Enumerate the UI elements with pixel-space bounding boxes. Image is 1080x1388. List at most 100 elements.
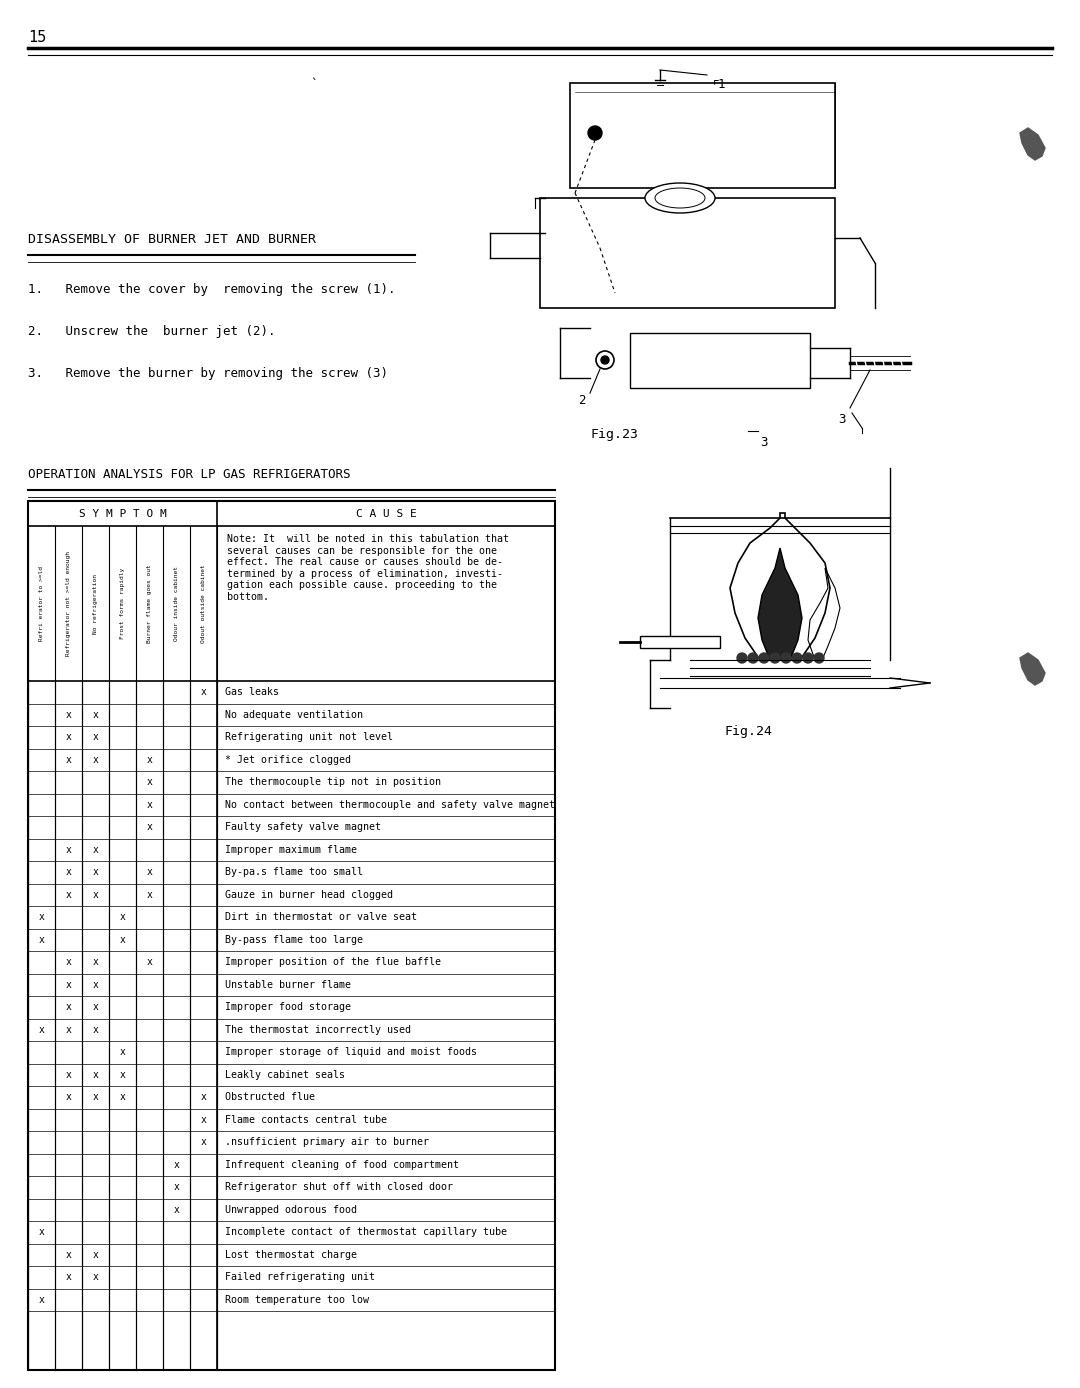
Text: x: x <box>39 1024 44 1034</box>
Text: x: x <box>93 868 98 877</box>
Text: x: x <box>201 1137 206 1148</box>
Ellipse shape <box>645 183 715 212</box>
Text: x: x <box>93 845 98 855</box>
Text: 3.   Remove the burner by removing the screw (3): 3. Remove the burner by removing the scr… <box>28 366 388 380</box>
Text: x: x <box>66 733 71 743</box>
Text: Note: It  will be noted in this tabulation that
several causes can be responsibl: Note: It will be noted in this tabulatio… <box>227 534 509 602</box>
Text: x: x <box>120 934 125 945</box>
Text: x: x <box>93 755 98 765</box>
Text: Room temperature too low: Room temperature too low <box>225 1295 369 1305</box>
Text: x: x <box>66 755 71 765</box>
Text: x: x <box>66 1002 71 1012</box>
Text: x: x <box>39 934 44 945</box>
Text: No adequate ventilation: No adequate ventilation <box>225 709 363 720</box>
Text: x: x <box>66 845 71 855</box>
Text: x: x <box>147 868 152 877</box>
Text: x: x <box>66 980 71 990</box>
Text: x: x <box>174 1183 179 1192</box>
Circle shape <box>600 355 609 364</box>
Circle shape <box>804 652 813 663</box>
Text: Dirt in thermostat or valve seat: Dirt in thermostat or valve seat <box>225 912 417 922</box>
Text: x: x <box>66 1092 71 1102</box>
Text: `: ` <box>310 78 318 92</box>
Text: The thermocouple tip not in position: The thermocouple tip not in position <box>225 777 441 787</box>
Text: x: x <box>66 1273 71 1283</box>
Polygon shape <box>1020 652 1045 686</box>
Text: Improper storage of liquid and moist foods: Improper storage of liquid and moist foo… <box>225 1048 477 1058</box>
Text: x: x <box>93 1070 98 1080</box>
Text: x: x <box>93 733 98 743</box>
Circle shape <box>770 652 780 663</box>
Text: x: x <box>66 1070 71 1080</box>
Text: x: x <box>66 958 71 967</box>
Text: 1: 1 <box>718 78 726 92</box>
Text: DISASSEMBLY OF BURNER JET AND BURNER: DISASSEMBLY OF BURNER JET AND BURNER <box>28 233 316 246</box>
Text: Obstructed flue: Obstructed flue <box>225 1092 315 1102</box>
Text: x: x <box>147 958 152 967</box>
Text: x: x <box>201 1115 206 1124</box>
Text: x: x <box>120 1070 125 1080</box>
Text: Fig.24: Fig.24 <box>725 725 773 738</box>
Circle shape <box>781 652 791 663</box>
Text: By-pa.s flame too small: By-pa.s flame too small <box>225 868 363 877</box>
Text: OPERATION ANALYSIS FOR LP GAS REFRIGERATORS: OPERATION ANALYSIS FOR LP GAS REFRIGERAT… <box>28 468 351 482</box>
Circle shape <box>814 652 824 663</box>
Circle shape <box>737 652 747 663</box>
Text: x: x <box>147 755 152 765</box>
Text: Refrigerator shut off with closed door: Refrigerator shut off with closed door <box>225 1183 453 1192</box>
Text: x: x <box>66 1024 71 1034</box>
Text: Refrigerating unit not level: Refrigerating unit not level <box>225 733 393 743</box>
Bar <box>540 198 835 308</box>
Text: By-pass flame too large: By-pass flame too large <box>225 934 363 945</box>
Text: Refrigerator not >=ld enough: Refrigerator not >=ld enough <box>66 551 71 657</box>
Text: 3: 3 <box>760 436 768 448</box>
Circle shape <box>748 652 758 663</box>
Text: 2.   Unscrew the  burner jet (2).: 2. Unscrew the burner jet (2). <box>28 325 275 339</box>
Text: The thermostat incorrectly used: The thermostat incorrectly used <box>225 1024 411 1034</box>
Text: 3: 3 <box>838 414 846 426</box>
Text: x: x <box>147 799 152 809</box>
Text: Gas leaks: Gas leaks <box>225 687 279 697</box>
Text: x: x <box>93 1249 98 1260</box>
Text: Failed refrigerating unit: Failed refrigerating unit <box>225 1273 375 1283</box>
Text: x: x <box>66 890 71 899</box>
Polygon shape <box>1020 128 1045 160</box>
Bar <box>640 636 720 648</box>
Text: x: x <box>201 1092 206 1102</box>
Bar <box>28 501 555 1370</box>
Text: Gauze in burner head clogged: Gauze in burner head clogged <box>225 890 393 899</box>
Text: x: x <box>93 890 98 899</box>
Text: Fig.23: Fig.23 <box>590 428 638 441</box>
Text: Unwrapped odorous food: Unwrapped odorous food <box>225 1205 357 1214</box>
Bar <box>630 333 810 389</box>
Text: S Y M P T O M: S Y M P T O M <box>79 508 166 519</box>
Text: 15: 15 <box>28 31 46 44</box>
Text: x: x <box>93 1273 98 1283</box>
Text: 1.   Remove the cover by  removing the screw (1).: 1. Remove the cover by removing the scre… <box>28 283 395 296</box>
Text: x: x <box>93 1002 98 1012</box>
Text: x: x <box>120 1092 125 1102</box>
Text: x: x <box>147 822 152 833</box>
Circle shape <box>588 126 602 140</box>
Text: Faulty safety valve magnet: Faulty safety valve magnet <box>225 822 381 833</box>
Text: Burner flame goes out: Burner flame goes out <box>147 564 152 643</box>
Text: x: x <box>201 687 206 697</box>
Text: Odour inside cabinet: Odour inside cabinet <box>174 566 179 641</box>
Text: x: x <box>174 1160 179 1170</box>
Bar <box>570 83 835 187</box>
Text: Odout outside cabinet: Odout outside cabinet <box>201 564 206 643</box>
Text: x: x <box>147 777 152 787</box>
Text: x: x <box>93 958 98 967</box>
Text: $\ulcorner$: $\ulcorner$ <box>712 78 719 92</box>
Polygon shape <box>758 548 802 661</box>
Text: Incomplete contact of thermostat capillary tube: Incomplete contact of thermostat capilla… <box>225 1227 507 1237</box>
Text: No contact between thermocouple and safety valve magnet: No contact between thermocouple and safe… <box>225 799 555 809</box>
Text: Infrequent cleaning of food compartment: Infrequent cleaning of food compartment <box>225 1160 459 1170</box>
Text: No refrigeration: No refrigeration <box>93 573 98 633</box>
Text: * Jet orifice clogged: * Jet orifice clogged <box>225 755 351 765</box>
Text: x: x <box>174 1205 179 1214</box>
Text: Improper maximum flame: Improper maximum flame <box>225 845 357 855</box>
Text: Unstable burner flame: Unstable burner flame <box>225 980 351 990</box>
Text: Flame contacts central tube: Flame contacts central tube <box>225 1115 387 1124</box>
Text: Lost thermostat charge: Lost thermostat charge <box>225 1249 357 1260</box>
